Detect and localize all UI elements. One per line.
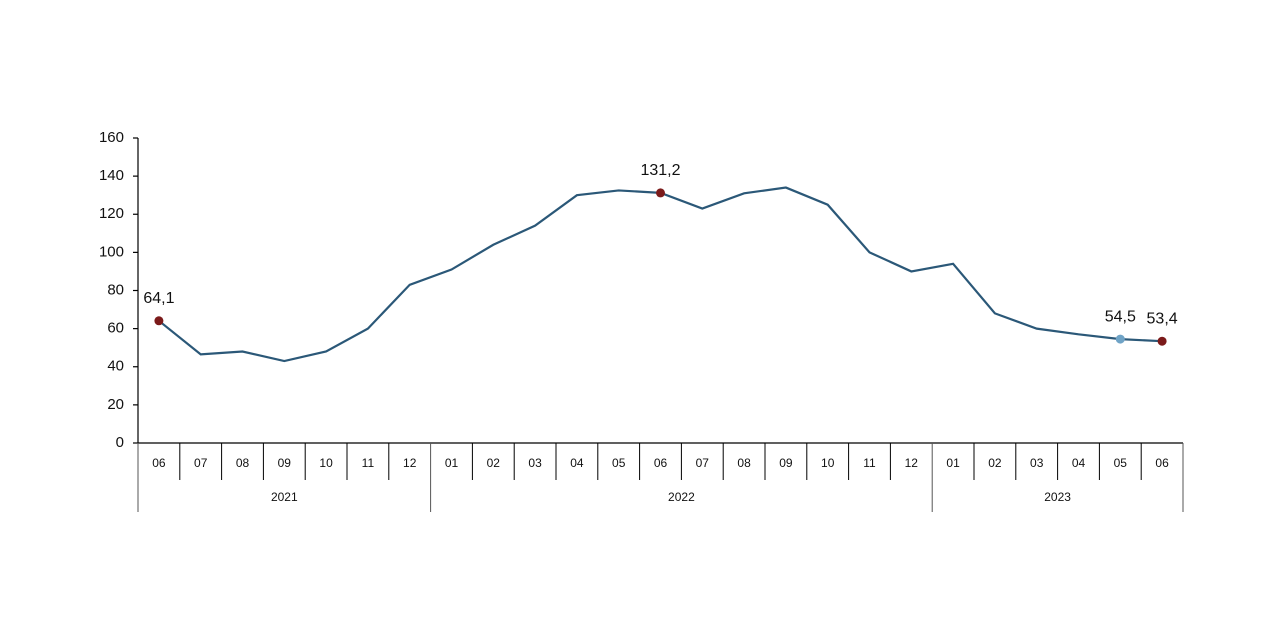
value-label: 54,5 <box>1105 308 1136 325</box>
line <box>158 186 1163 363</box>
y-tick-label: 60 <box>107 320 124 337</box>
value-label: 53,4 <box>1147 310 1178 327</box>
value-label: 64,1 <box>143 290 174 307</box>
year-label: 2021 <box>271 490 298 504</box>
x-tick-label: 06 <box>152 456 166 470</box>
x-tick-label: 04 <box>1072 456 1086 470</box>
y-tick-label: 20 <box>107 396 124 413</box>
y-tick-label: 100 <box>99 243 124 260</box>
y-tick-label: 40 <box>107 358 124 375</box>
x-tick-label: 08 <box>737 456 751 470</box>
x-tick-label: 07 <box>194 456 208 470</box>
x-tick-label: 11 <box>863 456 876 470</box>
x-tick-label: 07 <box>696 456 710 470</box>
x-tick-label: 09 <box>779 456 793 470</box>
x-tick-label: 10 <box>821 456 835 470</box>
x-tick-label: 04 <box>570 456 584 470</box>
y-tick-label: 160 <box>99 129 124 146</box>
marker <box>656 188 665 198</box>
marker <box>154 316 164 326</box>
x-tick-label: 05 <box>612 456 626 470</box>
x-tick-label: 02 <box>988 456 1002 470</box>
y-tick-label: 0 <box>116 434 124 451</box>
value-label: 131,2 <box>640 162 680 179</box>
x-tick-label: 01 <box>445 456 459 470</box>
x-tick-label: 06 <box>654 456 668 470</box>
marker <box>1157 336 1167 346</box>
x-tick-label: 08 <box>236 456 250 470</box>
x-tick-label: 01 <box>946 456 960 470</box>
x-tick-label: 06 <box>1155 456 1169 470</box>
x-tick-label: 02 <box>487 456 501 470</box>
y-tick-label: 120 <box>99 205 124 222</box>
y-tick-label: 80 <box>107 281 124 298</box>
x-tick-label: 11 <box>362 456 375 470</box>
x-tick-label: 12 <box>403 456 417 470</box>
x-tick-label: 05 <box>1114 456 1128 470</box>
x-tick-label: 09 <box>278 456 292 470</box>
x-tick-label: 03 <box>1030 456 1044 470</box>
x-tick-label: 03 <box>528 456 542 470</box>
x-tick-label: 12 <box>905 456 919 470</box>
x-tick-label: 10 <box>319 456 333 470</box>
year-label: 2022 <box>668 490 695 504</box>
y-tick-label: 140 <box>99 167 124 184</box>
marker <box>1115 334 1125 344</box>
year-label: 2023 <box>1044 490 1071 504</box>
